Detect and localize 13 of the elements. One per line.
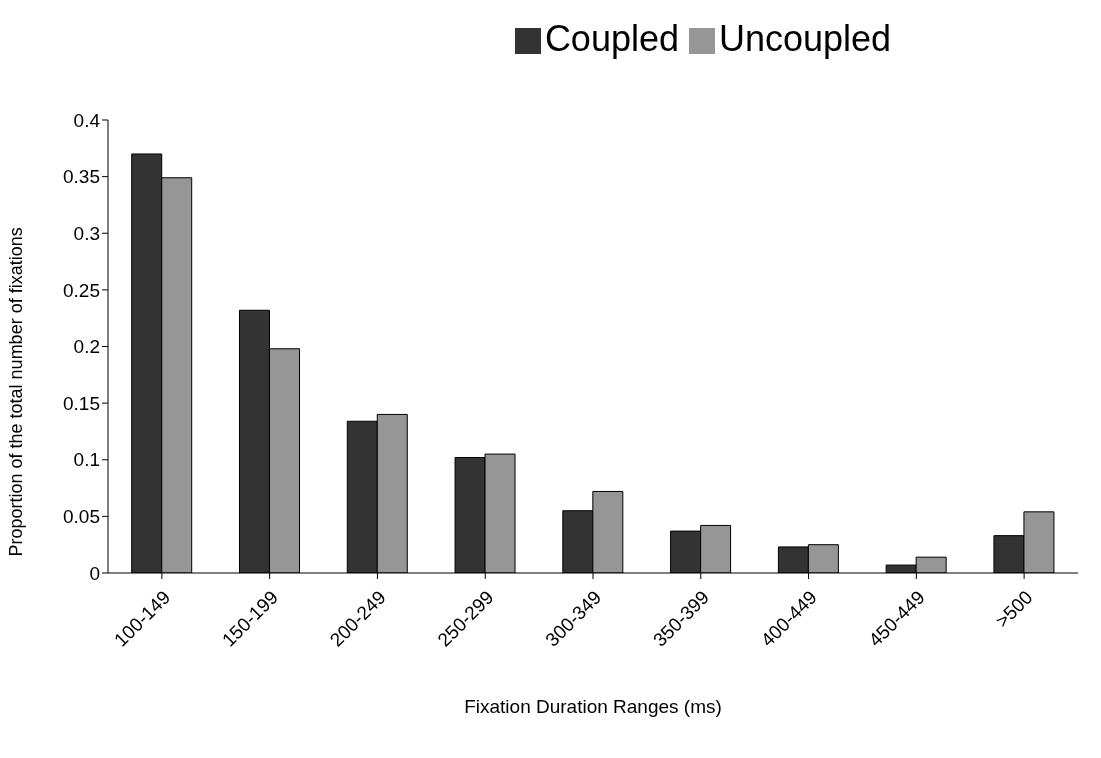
y-tick-label: 0.4 [73,109,101,131]
y-tick-label: 0 [89,562,100,584]
legend-label: Uncoupled [718,18,892,59]
legend-label: Coupled [544,18,679,59]
y-tick-label: 0.05 [63,506,100,528]
x-axis-title: Fixation Duration Ranges (ms) [464,696,722,717]
y-tick-label: 0.2 [73,336,100,358]
y-tick-label: 0.15 [63,392,100,414]
y-tick-label: 0.3 [73,222,100,244]
y-axis-title: Proportion of the total number of fixations [6,227,27,557]
y-tick-label: 0.35 [63,166,100,188]
y-tick-label: 0.25 [63,279,100,301]
y-tick-label: 0.1 [73,449,100,471]
